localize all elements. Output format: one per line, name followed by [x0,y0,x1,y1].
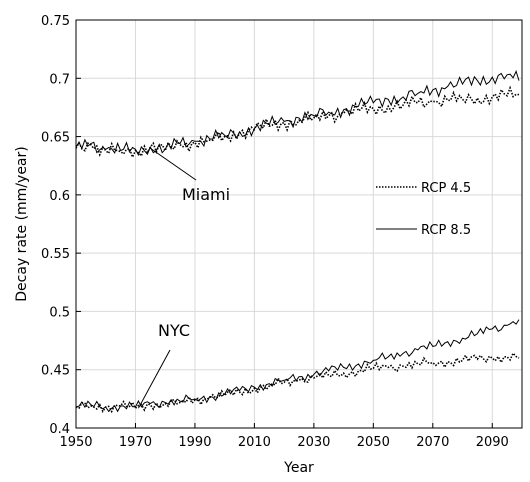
nyc-rcp85-line [75,319,520,413]
nyc-label: NYC [158,321,190,340]
legend-label-rcp45: RCP 4.5 [421,181,471,196]
x-axis-title: Year [283,460,314,476]
y-tick-label: 0.5 [49,305,70,320]
x-tick-label: 2070 [416,435,449,450]
x-tick-label: 1950 [59,435,92,450]
miami-label: Miami [182,185,230,204]
y-tick-label: 0.7 [49,72,70,87]
x-tick-label: 2090 [476,435,509,450]
series-group [75,70,520,414]
nyc-pointer-line [138,349,171,409]
nyc-rcp45-line [75,351,520,414]
plot-frame [75,19,523,429]
y-tick-label: 0.65 [41,131,70,146]
axis-ticks: 1950 1970 1990 2010 2030 2050 2070 2090 0.4 0.45 0… [41,14,509,450]
y-tick-label: 0.75 [41,14,70,29]
miami-rcp85-line [75,70,520,157]
miami-rcp45-line [75,85,520,160]
annotations: Miami NYC [138,147,230,409]
x-tick-label: 2030 [297,435,330,450]
y-tick-label: 0.55 [41,247,70,262]
y-axis-title: Decay rate (mm/year) [14,146,30,301]
x-tick-label: 2050 [357,435,390,450]
y-tick-label: 0.45 [41,364,70,379]
miami-pointer-line [150,147,197,181]
legend-label-rcp85: RCP 8.5 [421,223,471,238]
x-tick-label: 2010 [238,435,271,450]
legend: RCP 4.5 RCP 8.5 [376,181,471,238]
y-tick-label: 0.6 [49,189,70,204]
x-tick-label: 1970 [119,435,152,450]
y-tick-label: 0.4 [49,422,70,437]
grid [75,19,522,429]
x-tick-label: 1990 [178,435,211,450]
